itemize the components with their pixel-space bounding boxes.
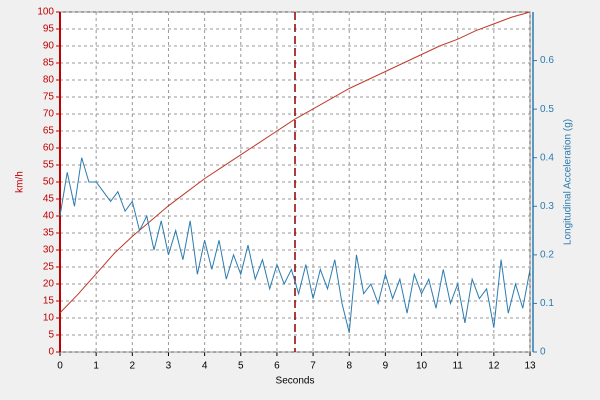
y-tick-label: 85 xyxy=(43,58,55,69)
x-tick-label: 7 xyxy=(310,361,316,372)
y2-tick-label: 0.1 xyxy=(540,298,554,309)
y-tick-label: 10 xyxy=(43,313,55,324)
y-tick-label: 70 xyxy=(43,109,55,120)
x-tick-label: 10 xyxy=(416,361,428,372)
y2-tick-label: 0.5 xyxy=(540,104,554,115)
x-tick-label: 13 xyxy=(524,361,536,372)
x-tick-label: 3 xyxy=(166,361,172,372)
y-tick-label: 0 xyxy=(48,347,54,358)
x-tick-label: 6 xyxy=(274,361,280,372)
x-tick-label: 11 xyxy=(452,361,463,372)
y-tick-label: 100 xyxy=(37,7,54,18)
y-tick-label: 80 xyxy=(43,75,55,86)
x-tick-label: 12 xyxy=(488,361,500,372)
series-line xyxy=(59,11,531,314)
x-tick-label: 0 xyxy=(57,361,63,372)
y-tick-label: 45 xyxy=(43,194,55,205)
x-tick-label: 8 xyxy=(346,361,352,372)
y-tick-label: 95 xyxy=(43,24,55,35)
y-tick-label: 65 xyxy=(43,126,55,137)
y2-tick-label: 0 xyxy=(540,347,546,358)
x-tick-label: 5 xyxy=(238,361,244,372)
x-tick-label: 2 xyxy=(130,361,136,372)
series-line xyxy=(59,157,531,333)
y2-tick-label: 0.2 xyxy=(540,249,554,260)
y2-tick-label: 0.4 xyxy=(540,152,554,163)
y2-tick-label: 0.3 xyxy=(540,201,554,212)
y-tick-label: 60 xyxy=(43,143,55,154)
x-tick-label: 9 xyxy=(383,361,389,372)
x-tick-label: 1 xyxy=(93,361,99,372)
y-tick-label: 75 xyxy=(43,92,55,103)
x-tick-label: 4 xyxy=(202,361,208,372)
y2-tick-label: 0.6 xyxy=(540,55,554,66)
x-axis-label: Seconds xyxy=(276,376,315,387)
y-tick-label: 50 xyxy=(43,177,55,188)
y-tick-label: 15 xyxy=(43,296,55,307)
y-tick-label: 30 xyxy=(43,245,55,256)
y2-axis-label: Longitudinal Acceleration (g) xyxy=(563,119,574,245)
y-tick-label: 25 xyxy=(43,262,55,273)
y-tick-label: 35 xyxy=(43,228,55,239)
y-tick-label: 55 xyxy=(43,160,55,171)
y-axis-label: km/h xyxy=(15,171,26,193)
y-tick-label: 40 xyxy=(43,211,55,222)
y-tick-label: 20 xyxy=(43,279,55,290)
y-tick-label: 90 xyxy=(43,41,55,52)
y-tick-label: 5 xyxy=(48,330,54,341)
